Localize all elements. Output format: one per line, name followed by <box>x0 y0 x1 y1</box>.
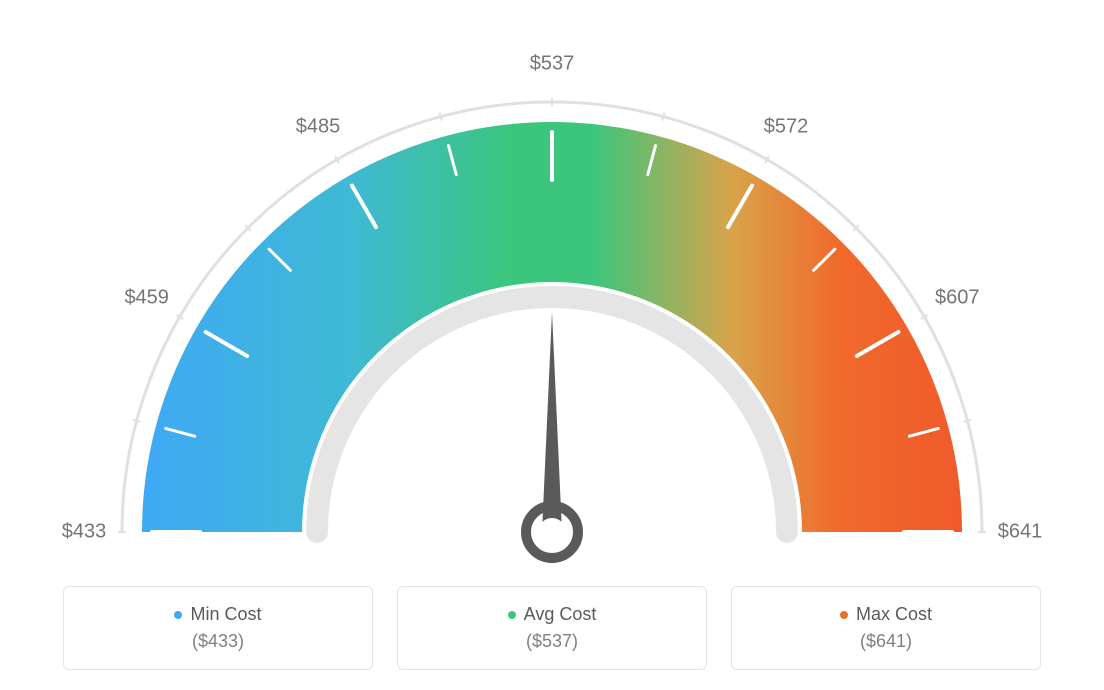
legend-avg-top: Avg Cost <box>508 604 597 625</box>
legend-max-label: Max Cost <box>856 604 932 625</box>
legend-min: Min Cost ($433) <box>63 586 373 670</box>
legend-min-label: Min Cost <box>190 604 261 625</box>
legend-max-top: Max Cost <box>840 604 932 625</box>
gauge-tick-label: $459 <box>124 287 169 310</box>
legend-avg: Avg Cost ($537) <box>397 586 707 670</box>
cost-gauge: $433 $459 $485 $537 $572 $607 $641 <box>52 24 1052 584</box>
dot-icon <box>174 611 182 619</box>
legend-avg-label: Avg Cost <box>524 604 597 625</box>
legend-avg-value: ($537) <box>526 631 578 652</box>
dot-icon <box>508 611 516 619</box>
legend-min-top: Min Cost <box>174 604 261 625</box>
gauge-svg <box>52 24 1052 584</box>
legend-row: Min Cost ($433) Avg Cost ($537) Max Cost… <box>63 586 1041 670</box>
gauge-tick-label: $572 <box>764 115 809 138</box>
gauge-tick-label: $537 <box>530 53 575 76</box>
gauge-tick-label: $433 <box>62 521 107 544</box>
dot-icon <box>840 611 848 619</box>
gauge-tick-label: $607 <box>935 287 980 310</box>
legend-max-value: ($641) <box>860 631 912 652</box>
gauge-tick-label: $485 <box>296 115 341 138</box>
gauge-tick-label: $641 <box>998 521 1043 544</box>
legend-min-value: ($433) <box>192 631 244 652</box>
legend-max: Max Cost ($641) <box>731 586 1041 670</box>
